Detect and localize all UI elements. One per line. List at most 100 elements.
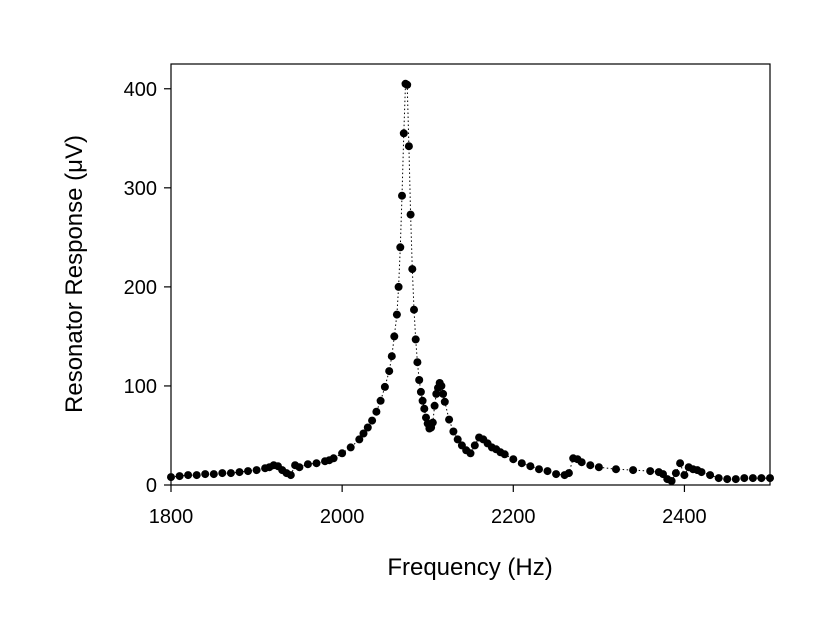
data-point [723,475,732,484]
data-point [757,474,766,483]
series-dotted-line [170,82,770,482]
data-point [385,367,394,376]
x-tick-label: 2400 [662,506,707,528]
data-point [543,467,552,476]
data-point [416,387,425,396]
y-tick-label: 0 [146,475,157,497]
data-point [390,332,399,341]
data-point [209,470,218,479]
y-axis-title: Resonator Response (μV) [61,135,88,413]
data-point [420,404,429,413]
data-point [667,477,676,485]
y-tick-label: 300 [124,178,157,200]
data-point [286,471,295,480]
data-point [403,80,412,89]
data-point [526,462,535,471]
data-point [418,396,427,405]
data-point [295,463,304,472]
data-point [387,352,396,361]
data-point [509,455,518,464]
data-point [428,418,437,427]
data-point [517,459,526,468]
data-point [706,471,715,480]
data-point [355,435,364,444]
data-point [303,460,312,469]
data-point [432,389,441,398]
x-axis-title: Frequency (Hz) [387,554,552,581]
data-point [440,397,449,406]
data-point [453,435,462,444]
x-tick-label: 2000 [320,506,365,528]
data-point [184,471,193,480]
data-point [731,475,740,484]
data-point [201,470,210,479]
data-point [408,265,417,274]
x-tick-label: 2200 [491,506,536,528]
data-point [167,473,175,482]
data-point [594,463,603,472]
data-point [430,401,439,410]
data-point [646,467,655,476]
axis-ticks [164,88,686,492]
data-point [359,429,368,438]
data-point [404,142,413,151]
data-point [392,310,401,319]
data-point [415,376,424,384]
data-point [466,449,475,458]
data-point [372,407,381,416]
data-point [411,335,420,344]
data-point [766,474,774,483]
data-point [564,469,573,478]
data-point [235,468,244,477]
data-point [312,459,321,468]
data-point [680,471,689,480]
data-point [380,382,389,391]
data-point [740,474,749,483]
data-point [629,466,638,475]
data-point [422,413,430,422]
data-point [671,469,680,478]
data-point [346,443,355,452]
data-point [252,466,261,475]
axis-tick-labels: 1800 2000 2200 2400 0 100 200 300 400 [124,79,707,528]
data-point [329,454,338,463]
data-point [697,468,706,477]
data-point [535,465,543,474]
data-point [394,282,403,291]
data-point [338,449,347,458]
data-point [714,474,723,483]
data-point [676,459,685,468]
data-point [399,129,408,138]
data-point [218,469,227,478]
data-point [376,396,385,405]
x-tick-label: 1800 [149,506,194,528]
data-point [363,423,372,432]
plot-area-frame [170,63,771,486]
y-tick-label: 400 [124,79,157,101]
data-point [439,389,448,398]
data-point [500,450,509,459]
data-point [470,441,479,450]
data-point [396,243,405,252]
data-point [449,427,458,436]
data-point [398,191,406,200]
data-point [244,467,252,476]
y-tick-label: 200 [124,277,157,299]
data-point [552,470,561,479]
data-point [406,210,415,219]
data-point [577,458,586,467]
data-point [192,471,201,480]
data-point [368,416,377,425]
data-point [410,305,418,314]
data-point [175,472,184,481]
data-point [445,415,454,424]
data-point [437,381,446,390]
data-point [612,465,620,474]
data-point [226,469,235,478]
data-point [748,474,757,483]
data-points [167,79,774,485]
y-tick-label: 100 [124,376,157,398]
data-point [586,461,595,470]
data-point [413,358,422,367]
